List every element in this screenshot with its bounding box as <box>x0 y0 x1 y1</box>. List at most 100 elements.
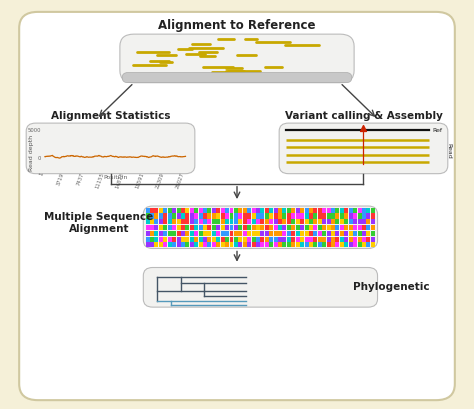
Bar <box>273 208 278 213</box>
Bar <box>159 220 163 225</box>
Bar <box>366 237 370 242</box>
Bar <box>164 231 167 236</box>
Bar <box>362 231 366 236</box>
Bar <box>336 225 339 231</box>
Point <box>360 126 367 133</box>
Bar <box>292 225 295 231</box>
Bar <box>331 237 335 242</box>
Bar <box>181 243 185 248</box>
Bar <box>203 243 207 248</box>
Bar <box>318 231 322 236</box>
Bar <box>309 237 313 242</box>
Bar <box>357 214 362 219</box>
Text: 22309: 22309 <box>155 171 165 189</box>
Bar <box>362 243 366 248</box>
Bar <box>300 231 304 236</box>
Bar <box>273 220 278 225</box>
Bar <box>283 231 286 236</box>
Bar <box>300 208 304 213</box>
FancyBboxPatch shape <box>279 124 448 174</box>
Bar <box>247 220 251 225</box>
Bar <box>300 220 304 225</box>
Text: 5000: 5000 <box>27 127 41 133</box>
Bar <box>278 243 282 248</box>
Bar <box>340 225 344 231</box>
Bar <box>327 220 330 225</box>
Bar <box>265 237 269 242</box>
Bar <box>296 237 300 242</box>
Bar <box>203 208 207 213</box>
Bar <box>172 231 176 236</box>
Text: 26027: 26027 <box>175 171 185 189</box>
Bar <box>340 208 344 213</box>
Bar <box>366 214 370 219</box>
Bar <box>155 225 158 231</box>
Bar <box>371 243 375 248</box>
Bar <box>164 243 167 248</box>
Bar <box>256 220 260 225</box>
Bar <box>234 208 238 213</box>
Bar <box>292 214 295 219</box>
Bar <box>287 225 291 231</box>
Bar <box>287 214 291 219</box>
Bar <box>344 243 348 248</box>
Text: Alignment to Reference: Alignment to Reference <box>158 18 316 31</box>
Bar <box>194 225 198 231</box>
Bar <box>252 231 255 236</box>
Bar <box>150 243 154 248</box>
Text: Read: Read <box>446 142 451 158</box>
Bar <box>168 243 172 248</box>
Bar <box>362 214 366 219</box>
Bar <box>212 208 216 213</box>
Bar <box>194 214 198 219</box>
Bar <box>283 237 286 242</box>
Bar <box>336 220 339 225</box>
Bar <box>159 237 163 242</box>
Bar <box>212 231 216 236</box>
Bar <box>283 243 286 248</box>
Bar <box>273 237 278 242</box>
Bar <box>273 225 278 231</box>
Bar <box>278 208 282 213</box>
Bar <box>357 237 362 242</box>
Bar <box>185 214 189 219</box>
Bar <box>283 214 286 219</box>
Bar <box>265 208 269 213</box>
Bar <box>371 208 375 213</box>
Bar <box>313 243 318 248</box>
Bar <box>336 243 339 248</box>
Bar <box>371 231 375 236</box>
Bar <box>292 231 295 236</box>
Bar <box>190 243 194 248</box>
Bar <box>305 225 309 231</box>
Bar <box>300 243 304 248</box>
Bar <box>256 243 260 248</box>
Bar <box>260 208 264 213</box>
Bar <box>199 237 202 242</box>
Bar <box>208 225 211 231</box>
Bar <box>357 208 362 213</box>
Bar <box>155 208 158 213</box>
Bar <box>229 208 234 213</box>
Bar <box>216 220 220 225</box>
Bar <box>362 225 366 231</box>
Bar <box>225 231 229 236</box>
Bar <box>176 231 181 236</box>
Bar <box>357 220 362 225</box>
Bar <box>238 220 242 225</box>
Bar <box>168 220 172 225</box>
Bar <box>353 243 357 248</box>
Bar <box>349 225 353 231</box>
Bar <box>190 220 194 225</box>
Bar <box>336 231 339 236</box>
Bar <box>225 214 229 219</box>
Bar <box>216 214 220 219</box>
Bar <box>287 237 291 242</box>
Bar <box>296 225 300 231</box>
Bar <box>176 237 181 242</box>
Bar <box>371 225 375 231</box>
Bar <box>172 220 176 225</box>
Bar <box>349 243 353 248</box>
Text: 1: 1 <box>39 171 45 176</box>
Bar <box>260 214 264 219</box>
